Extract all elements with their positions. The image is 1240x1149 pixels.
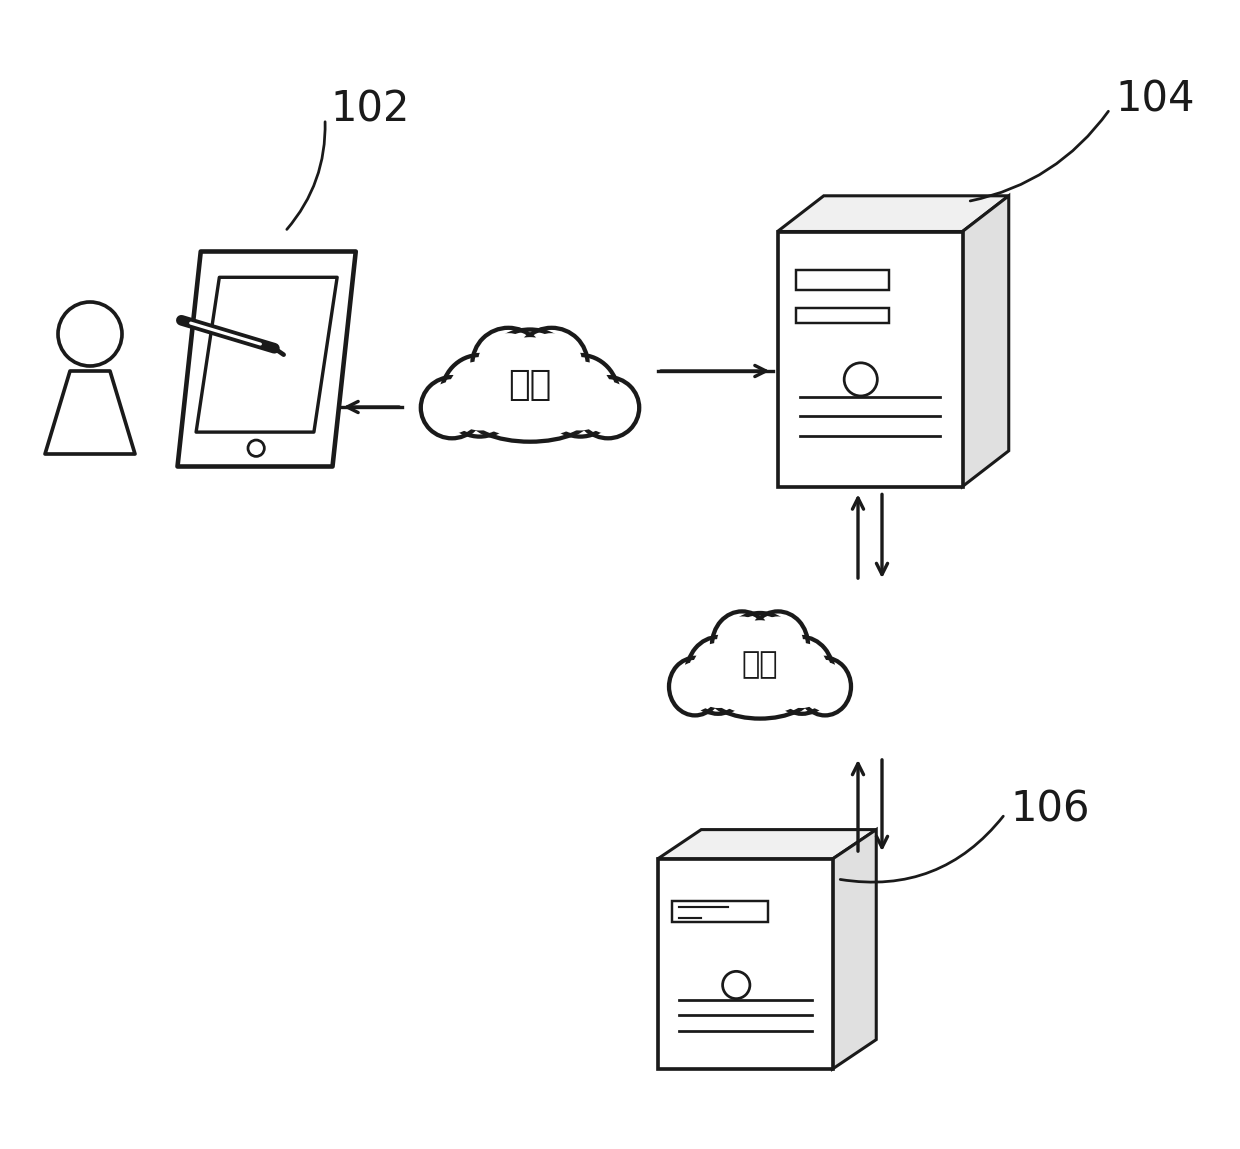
Ellipse shape <box>472 327 544 399</box>
Circle shape <box>248 440 264 456</box>
Ellipse shape <box>748 611 808 679</box>
FancyBboxPatch shape <box>657 859 832 1069</box>
Text: 104: 104 <box>1115 78 1194 119</box>
Ellipse shape <box>715 671 805 715</box>
Polygon shape <box>777 195 1009 231</box>
Polygon shape <box>832 830 877 1069</box>
Text: 网络: 网络 <box>508 368 552 402</box>
Ellipse shape <box>446 361 512 431</box>
Ellipse shape <box>542 355 619 437</box>
Ellipse shape <box>441 355 518 437</box>
Ellipse shape <box>717 617 768 673</box>
Ellipse shape <box>467 387 593 441</box>
Ellipse shape <box>477 333 539 394</box>
Ellipse shape <box>753 617 804 673</box>
Ellipse shape <box>670 657 720 716</box>
Ellipse shape <box>673 662 717 711</box>
Ellipse shape <box>548 361 613 431</box>
Ellipse shape <box>712 611 773 679</box>
Ellipse shape <box>582 381 635 433</box>
Ellipse shape <box>686 637 750 714</box>
Ellipse shape <box>477 392 583 438</box>
Ellipse shape <box>804 662 847 711</box>
Polygon shape <box>962 195 1009 486</box>
Ellipse shape <box>480 330 580 432</box>
Ellipse shape <box>425 381 479 433</box>
FancyBboxPatch shape <box>777 231 962 486</box>
Ellipse shape <box>770 637 835 714</box>
Ellipse shape <box>718 614 802 709</box>
Ellipse shape <box>708 668 812 718</box>
Ellipse shape <box>799 657 851 716</box>
Circle shape <box>58 302 122 367</box>
Text: 106: 106 <box>1011 788 1090 830</box>
Polygon shape <box>45 371 135 454</box>
Text: 网络: 网络 <box>742 650 779 679</box>
Ellipse shape <box>691 642 745 708</box>
Ellipse shape <box>487 337 573 424</box>
Circle shape <box>723 971 750 998</box>
FancyBboxPatch shape <box>796 270 889 291</box>
Circle shape <box>844 363 878 396</box>
Ellipse shape <box>420 377 484 438</box>
Ellipse shape <box>775 642 830 708</box>
Polygon shape <box>196 277 337 432</box>
Ellipse shape <box>577 377 639 438</box>
Ellipse shape <box>724 620 796 702</box>
FancyBboxPatch shape <box>672 901 768 921</box>
FancyBboxPatch shape <box>796 308 889 323</box>
Polygon shape <box>657 830 877 859</box>
Ellipse shape <box>521 333 583 394</box>
Text: 102: 102 <box>330 88 409 130</box>
Polygon shape <box>177 252 356 466</box>
Ellipse shape <box>516 327 588 399</box>
